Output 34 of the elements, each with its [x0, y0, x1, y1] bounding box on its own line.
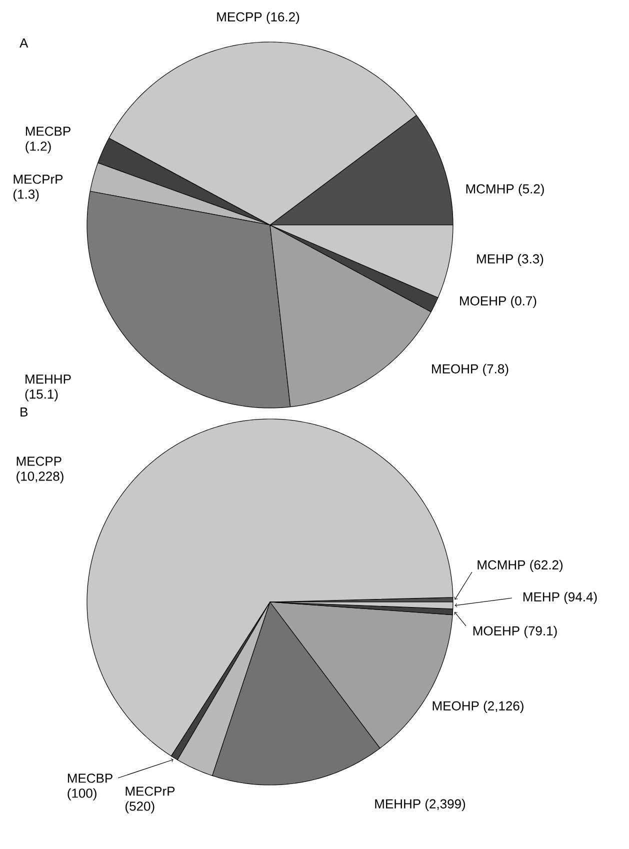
data-label: (520) [126, 801, 154, 814]
data-label: (94.4) [564, 592, 597, 604]
data-label: (2,126) [484, 700, 524, 714]
data-label: (1.2) [26, 141, 51, 154]
data-label: (5.2) [518, 184, 544, 196]
slice-label: MECPP [16, 456, 62, 466]
data-label: (62.2) [530, 560, 563, 572]
data-label: (10,228) [16, 471, 64, 484]
data-label: (2,399) [425, 798, 466, 812]
slice-label: MEHP [477, 254, 513, 264]
slice-label: MEHP [523, 592, 560, 602]
data-label: (79.1) [524, 626, 557, 638]
data-label: (1.3) [14, 189, 39, 202]
chart-title: B [20, 408, 28, 416]
data-label: (16.2) [266, 12, 300, 24]
slice-label: MEOHP [432, 701, 479, 710]
data-label: (3.3) [518, 254, 544, 266]
data-label: (15.1) [25, 389, 58, 402]
data-label: (7.8) [483, 364, 508, 376]
slice-label: MOEHP [473, 626, 520, 636]
text: A [20, 38, 28, 48]
slice-label: MEHHP [26, 374, 71, 384]
slice-label: MEHHP [375, 799, 420, 808]
data-label: (100) [68, 788, 96, 800]
slice-label: MEOHP [432, 364, 478, 374]
slice-label: MECPrP [14, 174, 63, 184]
slice-label: MECBP [68, 774, 112, 783]
slice-label: MCMHP [478, 560, 526, 570]
slice-label: MCMHP [466, 184, 514, 194]
data-label: (0.7) [511, 296, 536, 308]
slice-label: MECPP [217, 12, 262, 22]
slice-label: MECBP [26, 126, 70, 136]
slice-label: MECPrP [126, 786, 175, 796]
slice-label: MOEHP [460, 296, 506, 306]
